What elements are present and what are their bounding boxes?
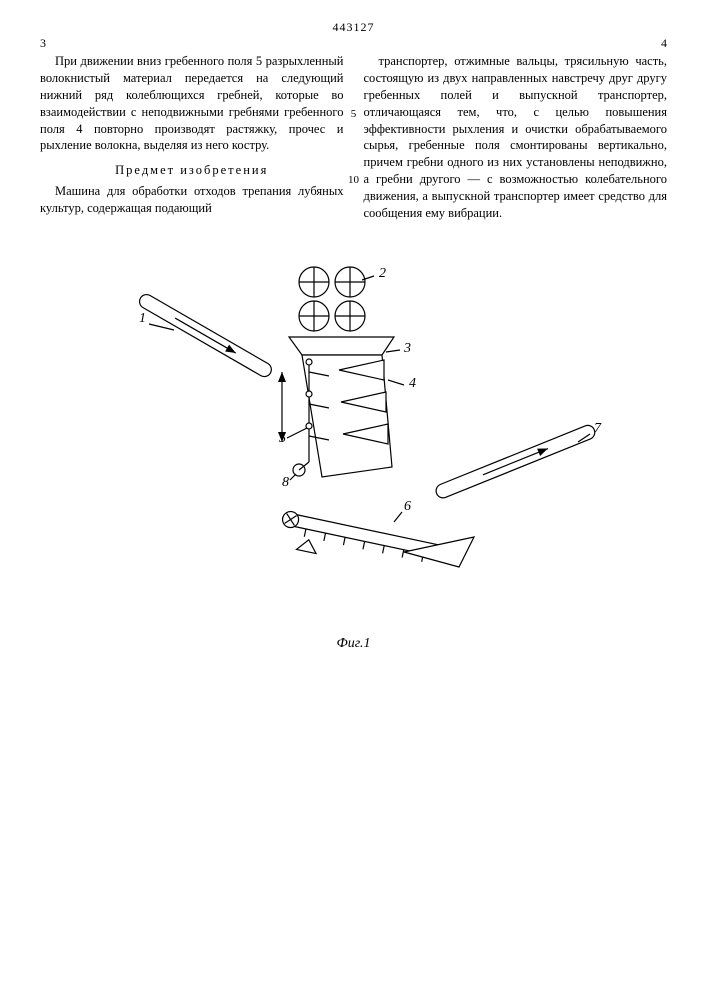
left-col-number: 3 <box>40 35 46 51</box>
label-1: 1 <box>139 311 146 326</box>
section-heading: Предмет изобретения <box>40 162 344 179</box>
left-paragraph-2: Машина для обработки отходов трепания лу… <box>40 183 344 217</box>
figure-svg: 1 2 <box>104 252 604 632</box>
right-paragraph: транспортер, отжимные вальцы, трясильную… <box>364 53 668 222</box>
figure-caption: Фиг.1 <box>40 636 667 652</box>
right-col-number: 4 <box>661 35 667 51</box>
left-paragraph-1: При движении вниз гребенного поля 5 разр… <box>40 53 344 154</box>
page: 443127 5 10 3 При движении вниз гребенно… <box>0 0 707 1000</box>
label-3: 3 <box>403 341 411 356</box>
label-6: 6 <box>404 499 411 514</box>
conveyor-1 <box>137 292 274 379</box>
label-8: 8 <box>282 475 289 490</box>
line-marker-5: 5 <box>351 107 357 122</box>
conveyor-7 <box>434 423 597 500</box>
rollers-group <box>299 267 365 331</box>
label-4: 4 <box>409 376 416 391</box>
text-columns: 5 10 3 При движении вниз гребенного поля… <box>40 53 667 222</box>
line-marker-10: 10 <box>348 173 359 188</box>
right-column: 4 транспортер, отжимные вальцы, трясильн… <box>364 53 668 222</box>
label-2: 2 <box>379 266 386 281</box>
left-column: 3 При движении вниз гребенного поля 5 ра… <box>40 53 344 222</box>
figure-area: 1 2 <box>40 252 667 652</box>
patent-number: 443127 <box>40 20 667 35</box>
label-7: 7 <box>594 421 602 436</box>
